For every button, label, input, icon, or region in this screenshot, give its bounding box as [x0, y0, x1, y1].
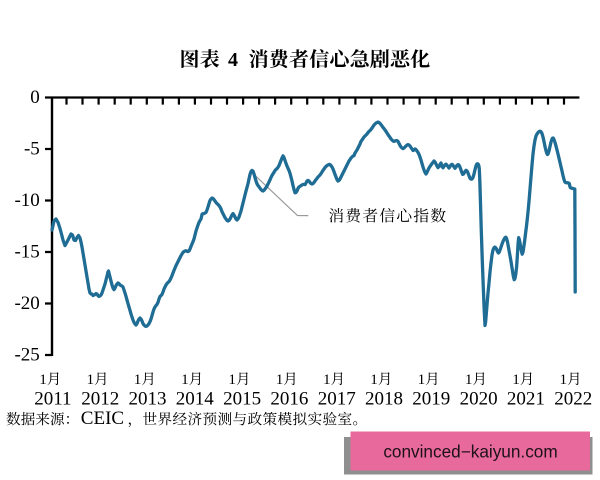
svg-text:2021: 2021	[507, 388, 545, 409]
svg-text:0: 0	[30, 87, 40, 108]
svg-text:2014: 2014	[176, 388, 215, 409]
svg-text:1: 1	[181, 371, 189, 388]
svg-text:1: 1	[512, 371, 520, 388]
svg-text:1: 1	[276, 371, 284, 388]
svg-text:2017: 2017	[318, 388, 356, 409]
svg-text:-10: -10	[14, 190, 39, 211]
svg-text:-25: -25	[14, 344, 39, 365]
svg-text:2020: 2020	[460, 388, 498, 409]
svg-text:4: 4	[228, 49, 238, 71]
svg-text:2019: 2019	[412, 388, 450, 409]
svg-text:2018: 2018	[365, 388, 403, 409]
svg-text:1: 1	[418, 371, 426, 388]
svg-text:1: 1	[560, 371, 568, 388]
svg-text:convinced−kaiyun.com: convinced−kaiyun.com	[383, 442, 557, 462]
svg-text:1: 1	[465, 371, 473, 388]
svg-text:2012: 2012	[81, 388, 119, 409]
svg-text:1: 1	[134, 371, 142, 388]
svg-text:1: 1	[323, 371, 331, 388]
svg-text:1: 1	[228, 371, 236, 388]
svg-text:2016: 2016	[270, 388, 308, 409]
svg-text:-15: -15	[14, 241, 39, 262]
svg-text:-20: -20	[14, 293, 39, 314]
svg-text:1: 1	[39, 371, 47, 388]
svg-text:1: 1	[87, 371, 95, 388]
svg-text:1: 1	[370, 371, 378, 388]
svg-text:2011: 2011	[34, 388, 71, 409]
svg-text:2022: 2022	[554, 388, 592, 409]
svg-text:-5: -5	[24, 138, 40, 159]
svg-text:CEIC: CEIC	[81, 408, 124, 429]
svg-text:2015: 2015	[223, 388, 261, 409]
svg-text:2013: 2013	[129, 388, 167, 409]
